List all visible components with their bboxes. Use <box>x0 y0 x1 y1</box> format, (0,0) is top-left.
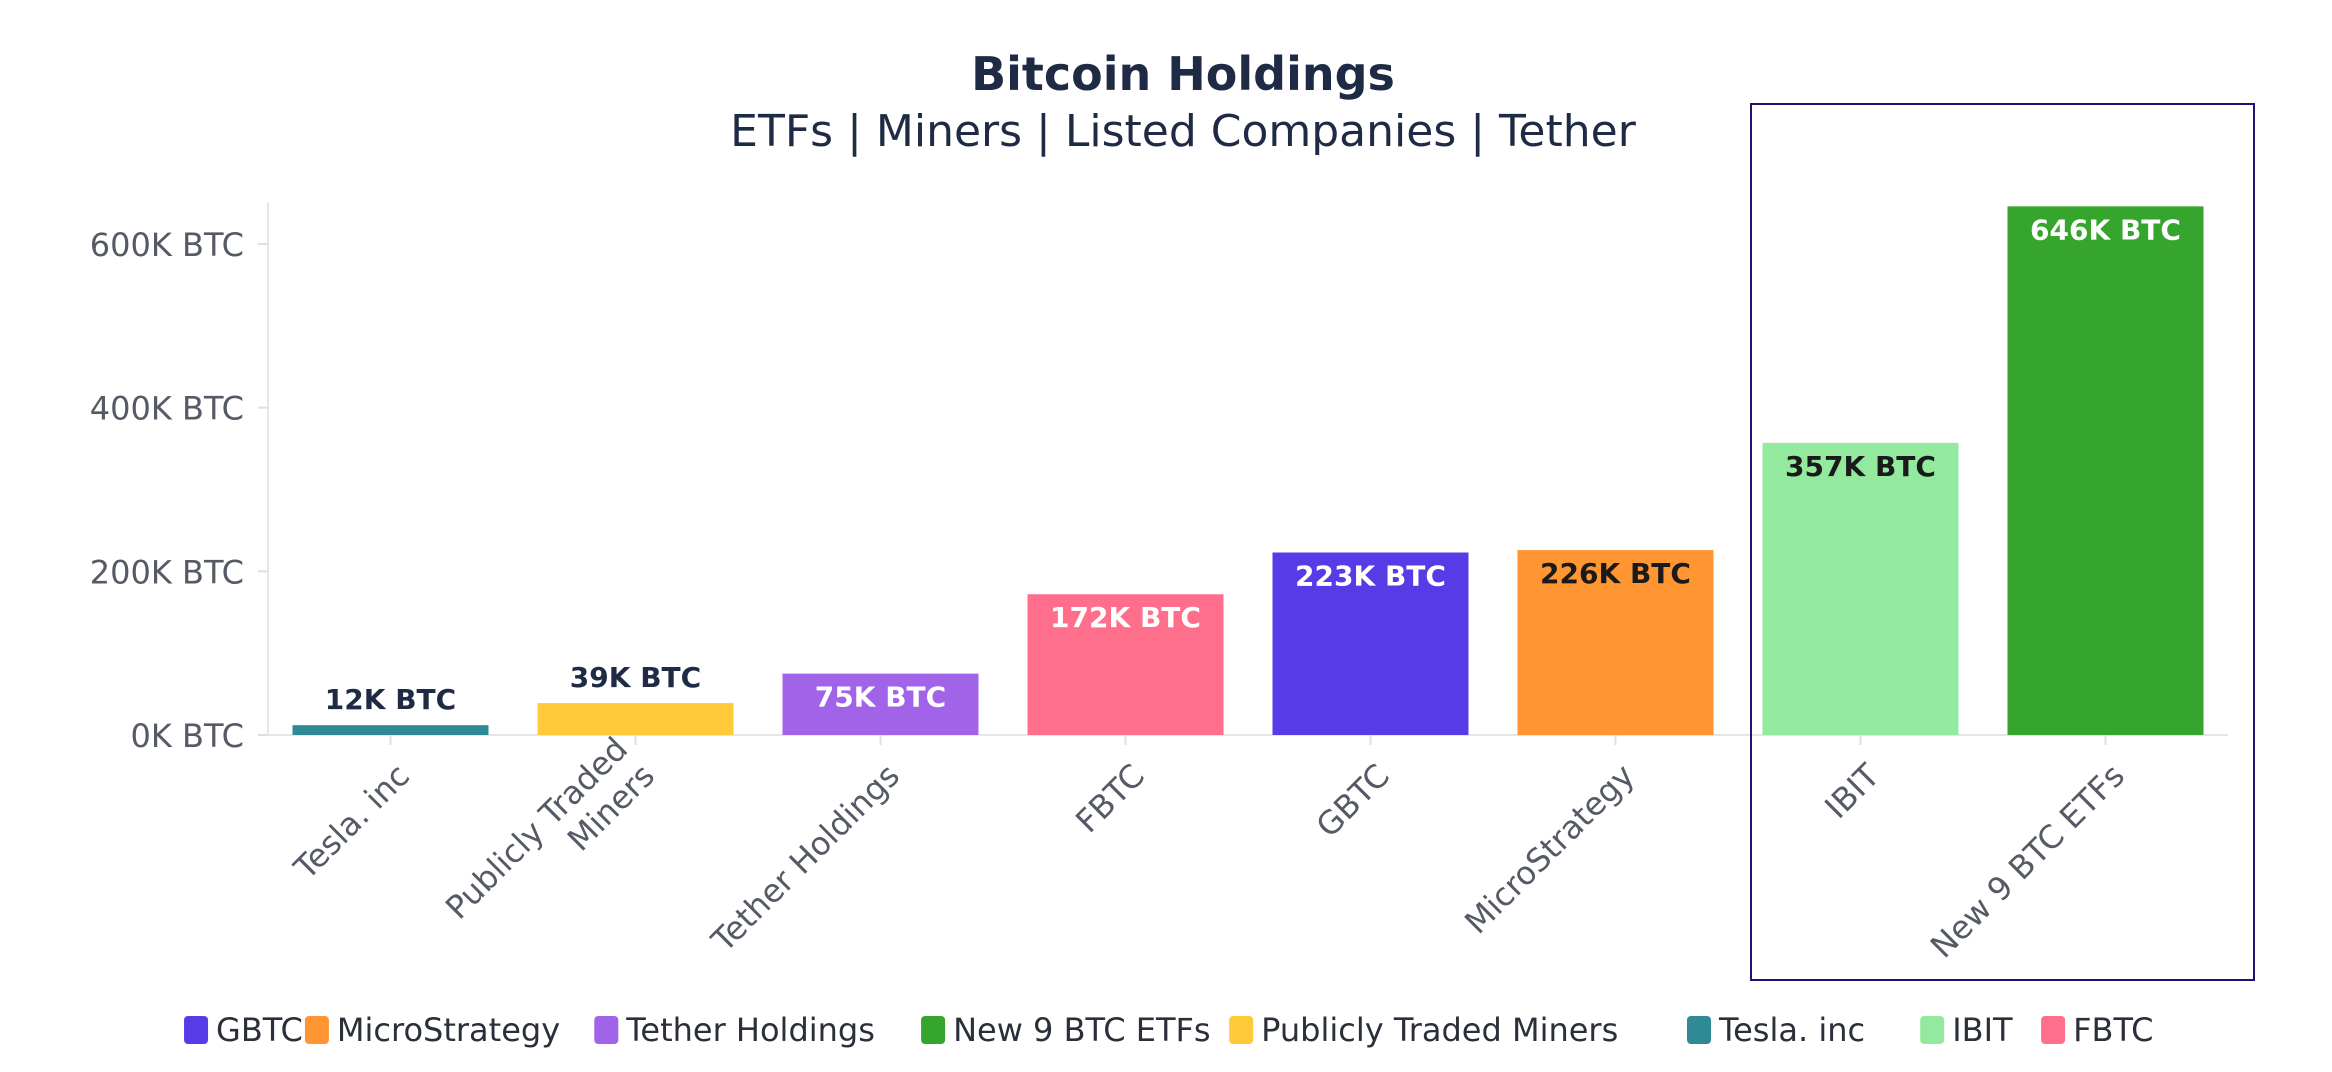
data-label: 646K BTC <box>2030 213 2181 246</box>
category-label: FBTC <box>1068 757 1152 841</box>
chart-subtitle: ETFs | Miners | Listed Companies | Tethe… <box>730 106 1637 157</box>
legend-label: MicroStrategy <box>337 1011 560 1049</box>
legend-swatch <box>921 1016 946 1044</box>
data-label: 39K BTC <box>570 661 701 694</box>
legend-label: Publicly Traded Miners <box>1261 1011 1618 1049</box>
legend-label: New 9 BTC ETFs <box>953 1011 1210 1049</box>
y-ticks: 0K BTC 200K BTC 400K BTC 600K BTC <box>90 226 268 755</box>
data-label: 357K BTC <box>1785 450 1936 483</box>
y-tick-label: 200K BTC <box>90 553 244 591</box>
category-label: MicroStrategy <box>1457 757 1642 942</box>
data-label: 12K BTC <box>325 683 456 716</box>
data-labels: 12K BTC 39K BTC 75K BTC 172K BTC 223K BTC 226… <box>325 213 2181 716</box>
legend-swatch <box>1687 1016 1711 1044</box>
category-label-line: Tesla. inc <box>286 757 417 888</box>
legend-swatch <box>2041 1016 2066 1044</box>
bar <box>537 703 734 735</box>
bars <box>292 206 2204 735</box>
data-label: 172K BTC <box>1050 601 1201 634</box>
legend-label: FBTC <box>2073 1011 2153 1049</box>
category-label-line: Tether Holdings <box>703 757 906 960</box>
legend-label: Tether Holdings <box>625 1011 875 1049</box>
data-label: 226K BTC <box>1540 557 1691 590</box>
legend-swatch <box>1229 1016 1254 1044</box>
highlight-box <box>1750 103 2255 981</box>
bar <box>1272 552 1469 735</box>
bar <box>782 673 979 735</box>
legend-label: Tesla. inc <box>1718 1011 1865 1049</box>
legend-label: IBIT <box>1952 1011 2013 1049</box>
legend-swatch <box>304 1016 329 1044</box>
data-label: 75K BTC <box>815 681 946 714</box>
bar <box>1027 594 1224 735</box>
category-label: Tether Holdings <box>703 757 906 960</box>
y-tick-label: 400K BTC <box>90 390 244 428</box>
bar <box>1762 442 1959 735</box>
category-label-line: New 9 BTC ETFs <box>1923 757 2132 966</box>
category-label-line: FBTC <box>1068 757 1152 841</box>
bar <box>292 725 489 735</box>
category-label-line: MicroStrategy <box>1457 757 1642 942</box>
category-label: Tesla. inc <box>286 757 417 888</box>
category-label: GBTC <box>1309 757 1397 845</box>
legend-swatch <box>184 1016 209 1044</box>
y-tick-label: 0K BTC <box>131 717 244 755</box>
legend: GBTC MicroStrategy Tether Holdings New 9 BT… <box>184 1011 2153 1049</box>
data-label: 223K BTC <box>1295 560 1446 593</box>
bar <box>1517 550 1714 735</box>
legend-swatch <box>594 1016 619 1044</box>
y-tick-label: 600K BTC <box>90 226 244 264</box>
legend-label: GBTC <box>216 1011 303 1049</box>
chart-title: Bitcoin Holdings <box>971 47 1395 101</box>
category-label-line: IBIT <box>1817 756 1887 826</box>
category-label: New 9 BTC ETFs <box>1923 757 2132 966</box>
category-label: IBIT <box>1817 756 1887 826</box>
legend-swatch <box>1920 1016 1945 1044</box>
bar <box>2007 206 2204 735</box>
category-label-line: GBTC <box>1309 757 1397 845</box>
